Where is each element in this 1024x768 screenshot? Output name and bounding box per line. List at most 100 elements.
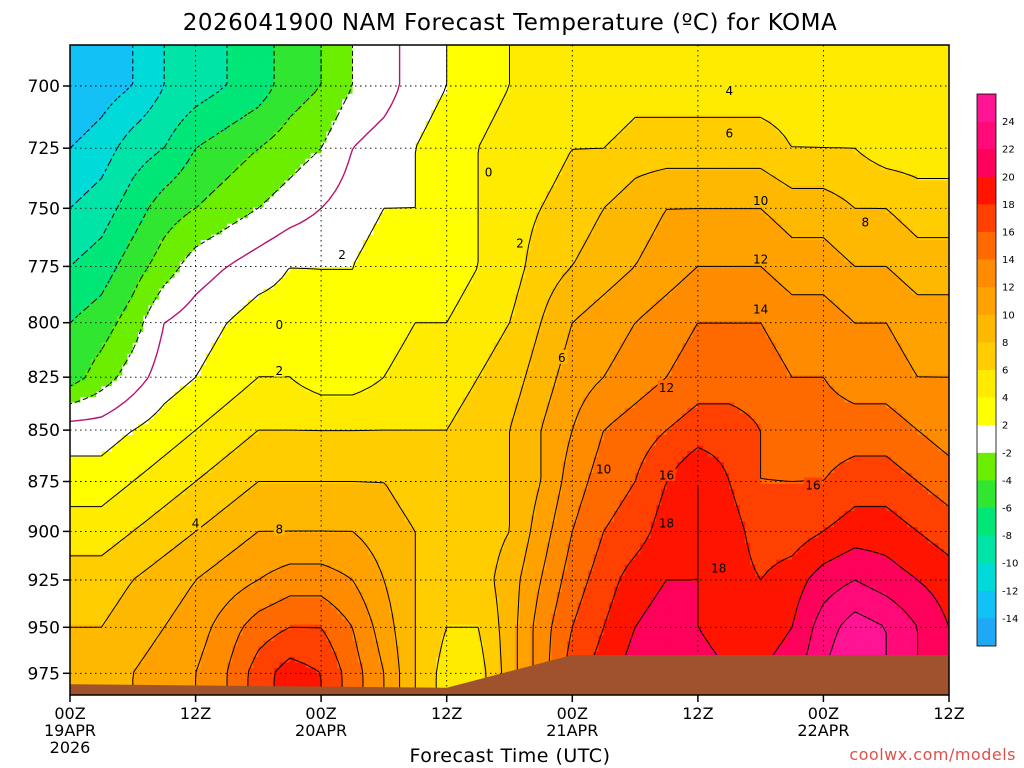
- temperature-cell: [446, 115, 453, 122]
- temperature-cell: [221, 202, 228, 209]
- temperature-cell: [901, 110, 908, 117]
- temperature-cell: [666, 99, 673, 106]
- temperature-cell: [451, 50, 458, 57]
- temperature-cell: [169, 99, 176, 106]
- temperature-cell: [891, 164, 898, 171]
- temperature-cell: [697, 180, 704, 187]
- temperature-cell: [326, 202, 333, 209]
- temperature-cell: [425, 77, 432, 84]
- temperature-cell: [342, 185, 348, 192]
- temperature-cell: [274, 72, 280, 79]
- temperature-cell: [535, 82, 542, 89]
- temperature-cell: [640, 164, 647, 171]
- temperature-cell: [582, 120, 589, 127]
- temperature-cell: [211, 99, 218, 106]
- temperature-cell: [111, 93, 118, 100]
- temperature-cell: [755, 115, 762, 122]
- temperature-cell: [404, 55, 411, 62]
- temperature-cell: [797, 158, 804, 165]
- temperature-cell: [519, 55, 526, 62]
- temperature-cell: [158, 147, 165, 154]
- temperature-cell: [132, 104, 139, 111]
- temperature-cell: [111, 191, 118, 198]
- temperature-cell: [200, 72, 207, 79]
- temperature-cell: [357, 50, 364, 57]
- temperature-cell: [221, 115, 228, 122]
- temperature-cell: [263, 77, 270, 84]
- temperature-cell: [875, 142, 882, 149]
- temperature-cell: [389, 180, 395, 187]
- temperature-cell: [106, 115, 113, 122]
- temperature-cell: [258, 93, 265, 100]
- temperature-cell: [713, 169, 720, 176]
- temperature-cell: [865, 131, 872, 138]
- temperature-cell: [844, 66, 851, 73]
- temperature-cell: [404, 175, 411, 182]
- temperature-cell: [399, 50, 406, 57]
- temperature-cell: [556, 45, 563, 52]
- temperature-cell: [179, 115, 186, 122]
- temperature-cell: [907, 55, 913, 62]
- temperature-cell: [504, 180, 511, 187]
- temperature-cell: [656, 147, 662, 154]
- temperature-cell: [551, 110, 558, 117]
- temperature-cell: [363, 169, 369, 176]
- temperature-cell: [912, 110, 919, 117]
- temperature-cell: [143, 45, 150, 52]
- temperature-cell: [279, 82, 286, 89]
- temperature-cell: [901, 180, 908, 187]
- temperature-cell: [111, 50, 118, 57]
- temperature-cell: [310, 202, 317, 209]
- temperature-cell: [645, 72, 652, 79]
- temperature-cell: [347, 202, 354, 209]
- temperature-cell: [415, 82, 422, 89]
- temperature-cell: [164, 93, 171, 100]
- temperature-cell: [812, 137, 819, 144]
- temperature-cell: [373, 72, 380, 79]
- temperature-cell: [525, 72, 532, 79]
- temperature-cell: [279, 131, 286, 138]
- temperature-cell: [336, 45, 343, 52]
- temperature-cell: [598, 153, 605, 160]
- temperature-cell: [425, 158, 432, 165]
- temperature-cell: [671, 72, 678, 79]
- temperature-cell: [551, 120, 558, 127]
- temperature-cell: [101, 185, 108, 192]
- temperature-cell: [493, 104, 500, 111]
- temperature-cell: [928, 191, 934, 198]
- temperature-cell: [284, 120, 291, 127]
- temperature-cell: [755, 99, 762, 106]
- temperature-cell: [247, 72, 254, 79]
- temperature-cell: [739, 153, 746, 160]
- temperature-cell: [739, 50, 746, 57]
- temperature-cell: [771, 196, 777, 203]
- temperature-cell: [294, 93, 301, 100]
- temperature-cell: [514, 104, 521, 111]
- temperature-cell: [326, 115, 333, 122]
- temperature-cell: [598, 115, 605, 122]
- temperature-cell: [211, 126, 218, 133]
- temperature-cell: [928, 72, 934, 79]
- temperature-cell: [368, 137, 375, 144]
- temperature-cell: [650, 202, 657, 209]
- temperature-cell: [294, 126, 301, 133]
- temperature-cell: [342, 93, 348, 100]
- temperature-cell: [891, 180, 898, 187]
- temperature-cell: [263, 180, 270, 187]
- temperature-cell: [179, 77, 186, 84]
- temperature-cell: [451, 45, 458, 52]
- temperature-cell: [206, 93, 212, 100]
- temperature-cell: [833, 153, 840, 160]
- temperature-cell: [708, 45, 715, 52]
- temperature-cell: [488, 120, 495, 127]
- temperature-cell: [90, 82, 97, 89]
- temperature-cell: [420, 88, 427, 95]
- temperature-cell: [253, 131, 259, 138]
- temperature-cell: [258, 45, 265, 52]
- temperature-cell: [158, 202, 165, 209]
- temperature-cell: [268, 93, 275, 100]
- temperature-cell: [640, 61, 647, 68]
- temperature-cell: [446, 180, 453, 187]
- temperature-cell: [478, 72, 484, 79]
- temperature-cell: [363, 126, 369, 133]
